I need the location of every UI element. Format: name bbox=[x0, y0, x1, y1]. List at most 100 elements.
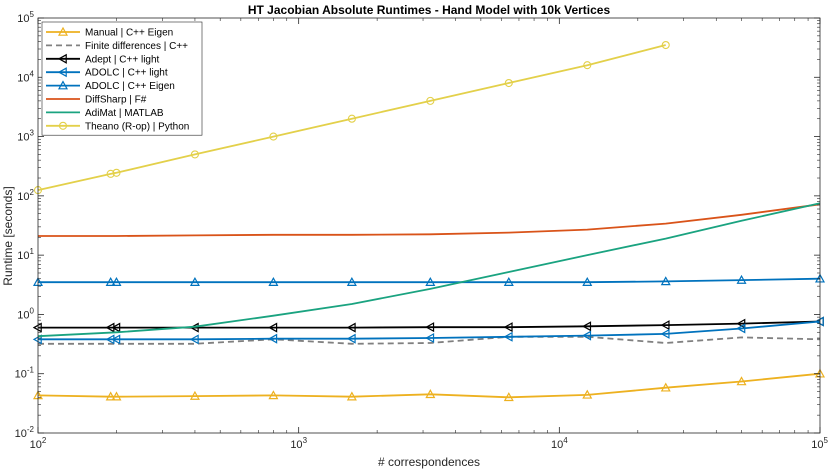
series-point bbox=[661, 40, 670, 50]
legend-marker bbox=[57, 26, 69, 36]
legend-label: DiffSharp | F# bbox=[85, 95, 147, 106]
series-point bbox=[105, 276, 116, 286]
series-point bbox=[425, 389, 436, 399]
legend-item: Finite differences | C++ bbox=[46, 41, 188, 52]
y-tick-label: 101 bbox=[17, 247, 34, 262]
series-line bbox=[38, 320, 821, 329]
series-point bbox=[736, 274, 747, 284]
series-point bbox=[503, 331, 513, 342]
series-5 bbox=[38, 203, 821, 237]
legend-label: Theano (R-op) | Python bbox=[85, 121, 189, 132]
series-point bbox=[582, 321, 592, 332]
series-point bbox=[268, 322, 278, 333]
series-point bbox=[346, 322, 356, 333]
legend-label: Adept | C++ light bbox=[85, 54, 160, 65]
series-line bbox=[37, 372, 821, 399]
y-tick-label: 105 bbox=[17, 10, 34, 25]
series-point bbox=[425, 276, 436, 286]
x-tick-label: 105 bbox=[811, 436, 828, 451]
series-point bbox=[736, 376, 747, 386]
series-point bbox=[736, 318, 746, 329]
legend-marker bbox=[58, 121, 68, 130]
series-point bbox=[582, 276, 593, 286]
legend-item: ADOLC | C++ light bbox=[46, 67, 168, 79]
legend: Manual | C++ Eigen Finite differences | C… bbox=[41, 21, 203, 136]
series-point bbox=[268, 390, 279, 400]
series-point bbox=[190, 150, 199, 159]
legend-label: ADOLC | C++ light bbox=[85, 68, 168, 79]
series-point bbox=[346, 333, 356, 344]
series-point bbox=[660, 328, 670, 339]
series-1 bbox=[38, 335, 821, 345]
series-line bbox=[38, 203, 821, 237]
x-tick-label: 102 bbox=[30, 436, 47, 451]
series-point bbox=[189, 390, 200, 400]
series-point bbox=[426, 96, 435, 105]
legend-item: Adept | C++ light bbox=[46, 53, 160, 65]
y-tick-label: 10-2 bbox=[15, 425, 35, 440]
series-point bbox=[189, 276, 200, 286]
series-3 bbox=[32, 316, 824, 345]
series-point bbox=[660, 320, 670, 331]
plot-frame bbox=[37, 17, 821, 434]
legend-item: DiffSharp | F# bbox=[46, 95, 147, 106]
series-point bbox=[268, 276, 279, 286]
legend-item: AdiMat | MATLAB bbox=[46, 108, 164, 119]
series-point bbox=[503, 392, 514, 402]
series-point bbox=[189, 322, 199, 333]
series-line bbox=[38, 277, 821, 284]
series-point bbox=[111, 276, 122, 286]
x-axis-label: # correspondences bbox=[378, 455, 480, 469]
series-point bbox=[582, 330, 592, 341]
series-point bbox=[105, 322, 115, 333]
legend-marker bbox=[57, 80, 69, 90]
series-line bbox=[38, 320, 821, 341]
series-point bbox=[111, 334, 121, 345]
series-point bbox=[105, 391, 116, 401]
series-point bbox=[106, 169, 115, 178]
series-point bbox=[582, 389, 593, 399]
series-7 bbox=[33, 40, 670, 195]
series-point bbox=[346, 391, 357, 401]
series-point bbox=[189, 334, 199, 345]
series-point bbox=[105, 334, 115, 345]
y-tick-label: 10-1 bbox=[15, 366, 35, 381]
series-point bbox=[660, 276, 671, 286]
series-point bbox=[112, 168, 121, 177]
y-tick-label: 100 bbox=[17, 306, 34, 321]
legend-item: ADOLC | C++ Eigen bbox=[46, 80, 175, 92]
y-axis-label: Runtime [seconds] bbox=[1, 186, 15, 285]
series-point bbox=[346, 276, 357, 286]
legend-item: Theano (R-op) | Python bbox=[46, 121, 189, 132]
x-tick-label: 103 bbox=[290, 436, 307, 451]
x-tick-label: 104 bbox=[551, 436, 568, 451]
y-tick-label: 103 bbox=[17, 129, 34, 144]
series-point bbox=[425, 322, 435, 333]
series-point bbox=[269, 132, 278, 141]
legend-label: Finite differences | C++ bbox=[85, 41, 188, 52]
legend-label: AdiMat | MATLAB bbox=[85, 108, 164, 119]
series-6 bbox=[37, 202, 821, 338]
legend-box bbox=[41, 21, 203, 136]
series-point bbox=[503, 276, 514, 286]
chart-title: HT Jacobian Absolute Runtimes - Hand Mod… bbox=[248, 3, 611, 17]
series-point bbox=[111, 322, 121, 333]
legend-label: Manual | C++ Eigen bbox=[85, 28, 173, 39]
y-axis: 10-2 10-1 100 101 102 103 104 105 bbox=[15, 10, 820, 440]
legend-label: ADOLC | C++ Eigen bbox=[85, 81, 175, 92]
series-line bbox=[37, 202, 821, 338]
legend-marker bbox=[57, 67, 67, 78]
series-point bbox=[503, 322, 513, 333]
x-axis: 102 103 104 105 bbox=[30, 18, 829, 451]
series-point bbox=[425, 333, 435, 344]
series-point bbox=[583, 61, 592, 70]
y-tick-label: 102 bbox=[17, 188, 34, 203]
series-point bbox=[347, 114, 356, 123]
series-line bbox=[38, 335, 821, 345]
y-tick-label: 104 bbox=[17, 69, 34, 84]
series-4 bbox=[32, 273, 826, 286]
series-point bbox=[660, 382, 671, 392]
series-0 bbox=[32, 368, 826, 402]
series-point bbox=[504, 78, 513, 88]
